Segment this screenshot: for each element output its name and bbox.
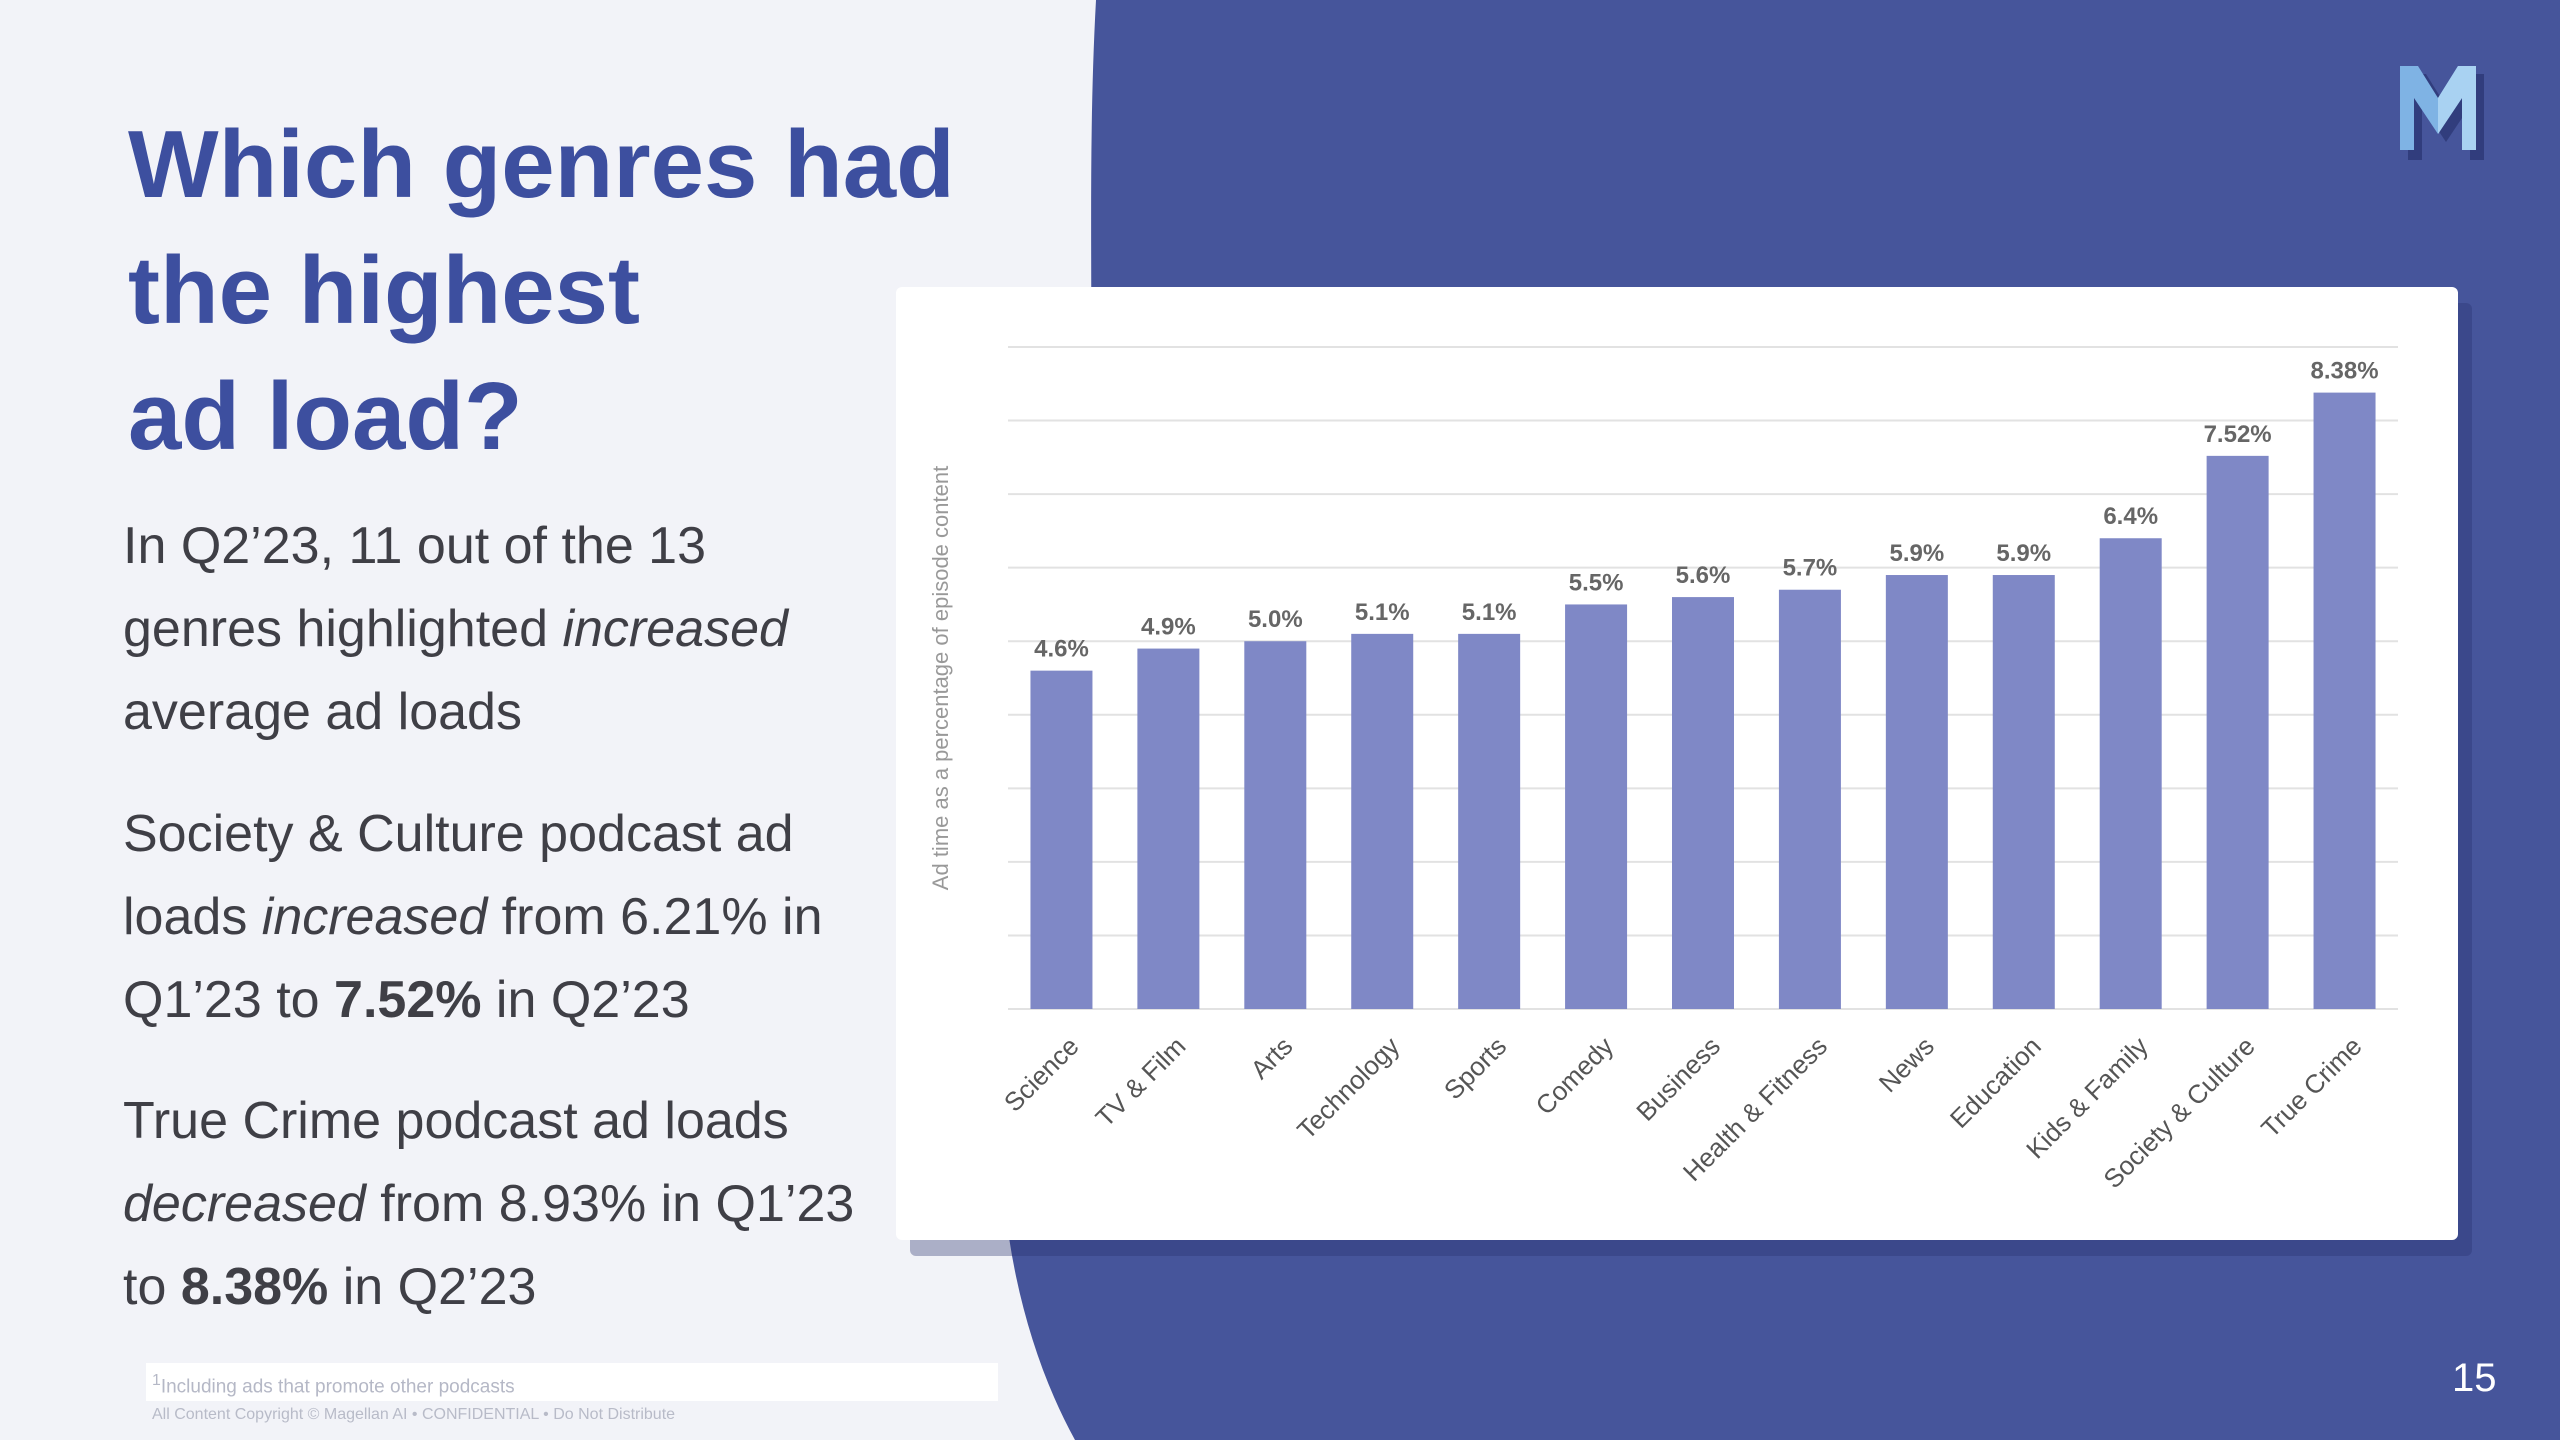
paragraph3-line1: True Crime podcast ad loads	[123, 1092, 789, 1150]
data-label: 5.9%	[1996, 540, 2051, 567]
x-tick-label: Technology	[1291, 1031, 1405, 1145]
y-axis-label: Ad time as a percentage of episode conte…	[928, 466, 953, 890]
data-label: 5.1%	[1355, 599, 1410, 626]
data-label: 5.9%	[1889, 540, 1944, 567]
data-label: 5.1%	[1462, 599, 1517, 626]
data-label: 8.38%	[2311, 358, 2379, 385]
title-line-2: the highest	[128, 237, 641, 344]
data-label: 6.4%	[2103, 503, 2158, 530]
x-tick-label: Sports	[1438, 1031, 1512, 1105]
x-tick-label: Comedy	[1530, 1031, 1620, 1121]
data-label: 5.6%	[1676, 562, 1731, 589]
footnote-box	[146, 1363, 998, 1401]
x-tick-label: True Crime	[2255, 1031, 2367, 1143]
bar	[1992, 575, 2055, 1009]
emphasis-increased: increased	[562, 600, 788, 658]
paragraph1-line1: In Q2’23, 11 out of the 13	[123, 517, 707, 575]
bar	[1885, 575, 1948, 1009]
bar	[1458, 633, 1521, 1009]
bar	[1565, 604, 1628, 1009]
bar-chart: 4.6% Science 4.9% TV & Film 5.0% Arts 5.1% Tech…	[928, 346, 2398, 1194]
bar	[1351, 633, 1414, 1009]
footnote: 1Including ads that promote other podcas…	[152, 1372, 515, 1398]
x-tick-label: Science	[998, 1031, 1085, 1118]
data-label: 5.0%	[1248, 606, 1303, 633]
slide-title: Which genres had the highest ad load?	[128, 102, 955, 480]
title-line-3: ad load?	[128, 363, 523, 470]
magellan-logo-icon	[2400, 66, 2484, 160]
paragraph1-line2: genres highlighted increased	[123, 600, 788, 658]
bar	[2206, 455, 2269, 1009]
paragraph2-line3: Q1’23 to 7.52% in Q2’23	[123, 971, 690, 1029]
paragraph-genres-increased: In Q2’23, 11 out of the 13 genres highli…	[123, 505, 883, 754]
bar	[1030, 670, 1093, 1009]
title-line-1: Which genres had	[128, 111, 955, 218]
page-number: 15	[2452, 1356, 2497, 1400]
bar	[1778, 589, 1841, 1009]
data-label: 4.6%	[1034, 636, 1089, 663]
x-tick-label: TV & Film	[1090, 1031, 1192, 1133]
emphasis-decreased: decreased	[123, 1175, 366, 1233]
x-tick-label: Arts	[1245, 1031, 1299, 1085]
value-society-culture: 7.52%	[334, 971, 482, 1029]
bar	[2313, 392, 2376, 1009]
data-label: 5.5%	[1569, 569, 1624, 596]
data-label: 4.9%	[1141, 614, 1196, 641]
x-tick-label: News	[1873, 1031, 1940, 1098]
paragraph2-line1: Society & Culture podcast ad	[123, 805, 794, 863]
paragraph3-line2: decreased from 8.93% in Q1’23	[123, 1175, 855, 1233]
value-true-crime: 8.38%	[180, 1258, 329, 1316]
copyright-notice: All Content Copyright © Magellan AI • CO…	[152, 1406, 676, 1423]
chart-card: 4.6% Science 4.9% TV & Film 5.0% Arts 5.1% Tech…	[896, 287, 2458, 1240]
data-label: 5.7%	[1783, 555, 1838, 582]
emphasis-increased: increased	[261, 888, 488, 946]
paragraph3-line3: to 8.38% in Q2’23	[123, 1258, 537, 1316]
bar	[1137, 648, 1200, 1009]
paragraph2-line2: loads increased from 6.21% in	[123, 888, 823, 946]
data-label: 7.52%	[2204, 421, 2272, 448]
x-tick-label: Education	[1944, 1031, 2047, 1134]
paragraph1-line3: average ad loads	[123, 683, 522, 741]
x-tick-label: Business	[1630, 1031, 1726, 1127]
bar	[1672, 597, 1734, 1009]
bar	[1244, 641, 1307, 1009]
bar	[2099, 538, 2162, 1009]
paragraph-true-crime: True Crime podcast ad loads decreased fr…	[123, 1080, 883, 1329]
paragraph-society-culture: Society & Culture podcast ad loads incre…	[123, 793, 883, 1042]
